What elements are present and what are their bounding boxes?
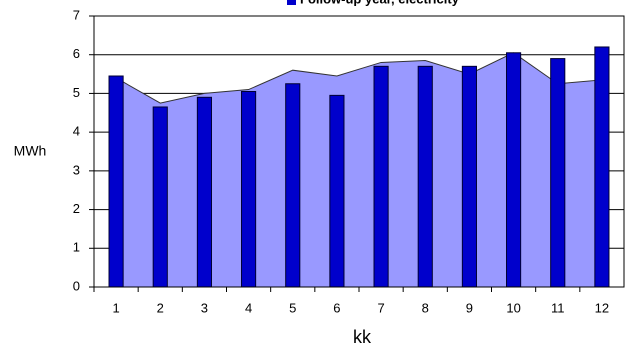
- x-tick-label: 6: [333, 300, 340, 315]
- legend-label: Follow-up year, electricity: [300, 0, 460, 6]
- x-tick-label: 2: [157, 300, 164, 315]
- bar: [550, 58, 566, 288]
- bar: [241, 90, 257, 288]
- y-tick-label: 7: [73, 7, 80, 22]
- x-tick-label: 9: [466, 300, 473, 315]
- x-tick-label: 12: [595, 300, 609, 315]
- legend-swatch: [287, 0, 296, 5]
- bar: [152, 106, 168, 288]
- y-tick-label: 5: [73, 85, 80, 100]
- bar: [594, 46, 610, 288]
- x-axis-title: kk: [353, 327, 372, 347]
- bar: [196, 96, 212, 288]
- y-tick-label: 1: [73, 240, 80, 255]
- x-tick-label: 7: [377, 300, 384, 315]
- x-tick-label: 8: [422, 300, 429, 315]
- bar: [285, 83, 301, 288]
- x-tick-label: 5: [289, 300, 296, 315]
- y-tick-label: 0: [73, 278, 80, 293]
- x-tick-label: 10: [506, 300, 520, 315]
- x-tick-label: 1: [112, 300, 119, 315]
- bar: [373, 65, 389, 288]
- y-tick-label: 3: [73, 162, 80, 177]
- bar: [329, 94, 345, 288]
- y-tick-label: 6: [73, 46, 80, 61]
- x-tick-label: 4: [245, 300, 252, 315]
- y-axis-title: MWh: [14, 143, 47, 159]
- y-tick-label: 2: [73, 201, 80, 216]
- x-tick-label: 11: [551, 300, 565, 315]
- bar: [108, 75, 124, 288]
- bar: [506, 52, 522, 288]
- y-tick-label: 4: [73, 124, 80, 139]
- area: [115, 52, 603, 288]
- bar: [461, 65, 477, 288]
- bar: [417, 65, 433, 288]
- x-tick-label: 3: [201, 300, 208, 315]
